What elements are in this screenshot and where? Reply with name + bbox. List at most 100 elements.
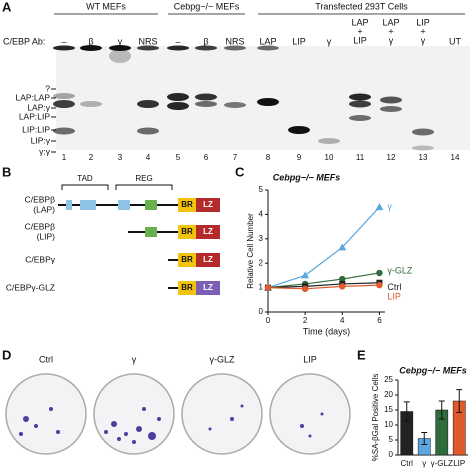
band xyxy=(80,45,102,51)
band xyxy=(195,93,217,101)
x-tick-label: γ-GLZ xyxy=(431,459,453,468)
error-bar xyxy=(438,400,445,420)
x-tick-label: LIP xyxy=(453,459,465,468)
br-box xyxy=(178,281,196,295)
colony xyxy=(142,407,146,411)
x-axis-label: Time (days) xyxy=(303,326,350,336)
domain-label: BR xyxy=(181,255,193,264)
lane-number: 2 xyxy=(89,153,94,162)
y-tick-label: 0 xyxy=(259,307,264,316)
band-label: LIP:LIP xyxy=(22,124,50,134)
lane-antibody: – xyxy=(175,36,180,46)
domain-label: BR xyxy=(181,200,193,209)
band xyxy=(137,127,159,135)
series-line xyxy=(267,206,380,289)
colony xyxy=(49,407,53,411)
gel-bands xyxy=(53,45,434,151)
legend-label: γ-GLZ xyxy=(387,265,413,275)
panel-letter: A xyxy=(2,0,12,14)
lane-number: 10 xyxy=(325,153,334,162)
lane-antibody: NRS xyxy=(138,36,157,46)
legend-label: γ xyxy=(387,201,392,211)
y-tick-label: 2 xyxy=(259,258,264,267)
lz-box xyxy=(196,225,220,239)
lane-number: 8 xyxy=(266,153,271,162)
colony xyxy=(132,440,136,444)
lane-antibody: + xyxy=(420,26,425,36)
colony xyxy=(208,427,212,431)
colony xyxy=(157,417,161,421)
lane-antibody: LAP xyxy=(382,17,399,27)
y-tick-label: 5 xyxy=(389,435,394,444)
lane-antibody: + xyxy=(388,26,393,36)
colony xyxy=(136,426,142,432)
x-tick-label: Ctrl xyxy=(401,459,414,468)
lane-antibody: γ xyxy=(389,35,394,45)
band xyxy=(224,102,246,108)
lane-number: 6 xyxy=(204,153,209,162)
colony xyxy=(111,421,117,427)
colony xyxy=(240,404,244,408)
br-box xyxy=(178,253,196,267)
domain-label: LZ xyxy=(203,227,213,236)
lane-antibody: γ xyxy=(421,35,426,45)
colony xyxy=(300,424,304,428)
lane-number: 1 xyxy=(62,153,67,162)
y-tick-label: 1 xyxy=(259,283,264,292)
colony xyxy=(230,417,234,421)
y-tick-label: 10 xyxy=(384,420,393,429)
y-axis-label: %SA-βGal Positive Cells xyxy=(371,374,380,462)
domain-box xyxy=(145,200,157,210)
band xyxy=(167,45,189,51)
plate-label: LIP xyxy=(303,354,317,364)
band xyxy=(53,127,75,135)
legend-label: LIP xyxy=(387,292,401,302)
marker xyxy=(301,285,309,293)
marker xyxy=(376,281,383,289)
region-label: TAD xyxy=(77,174,93,183)
colony xyxy=(23,416,29,422)
marker xyxy=(376,269,383,277)
x-tick-label: 4 xyxy=(340,316,345,325)
lane-antibody: LAP xyxy=(259,36,276,46)
domain-box xyxy=(80,200,96,210)
marker xyxy=(339,275,346,283)
domain-box xyxy=(145,227,157,237)
band xyxy=(167,93,189,101)
band-label: LAP:LIP xyxy=(19,111,51,121)
region-bracket xyxy=(61,184,109,190)
domain-label: LZ xyxy=(203,283,213,292)
band xyxy=(412,145,434,151)
panel-letter: B xyxy=(2,164,11,179)
band-label: LAP:γ xyxy=(27,102,50,112)
panel-letter: D xyxy=(2,347,11,362)
construct-name: C/EBPγ xyxy=(25,254,56,264)
lane-antibody: γ xyxy=(327,36,332,46)
lane-antibody: LIP xyxy=(416,17,430,27)
y-tick-label: 4 xyxy=(259,210,264,219)
x-tick-label: 0 xyxy=(266,316,271,325)
band xyxy=(257,45,279,51)
domain-box xyxy=(66,200,72,210)
br-box xyxy=(178,198,196,212)
lane-antibody: LIP xyxy=(353,35,367,45)
colony xyxy=(56,430,60,434)
band xyxy=(288,126,310,134)
plate-label: γ xyxy=(132,354,137,364)
region-bracket xyxy=(115,184,173,190)
y-tick-label: 15 xyxy=(384,405,393,414)
colony xyxy=(308,434,312,438)
domain-label: BR xyxy=(181,283,193,292)
band xyxy=(53,93,75,99)
x-tick-label: 2 xyxy=(303,316,308,325)
domain-label: LZ xyxy=(203,200,213,209)
error-bar xyxy=(421,432,428,445)
colony xyxy=(34,424,38,428)
plate-label: γ-GLZ xyxy=(209,354,235,364)
band xyxy=(109,49,131,63)
lane-antibody: LIP xyxy=(292,36,306,46)
band xyxy=(412,128,434,136)
band xyxy=(318,138,340,144)
panel-letter: E xyxy=(357,347,366,362)
